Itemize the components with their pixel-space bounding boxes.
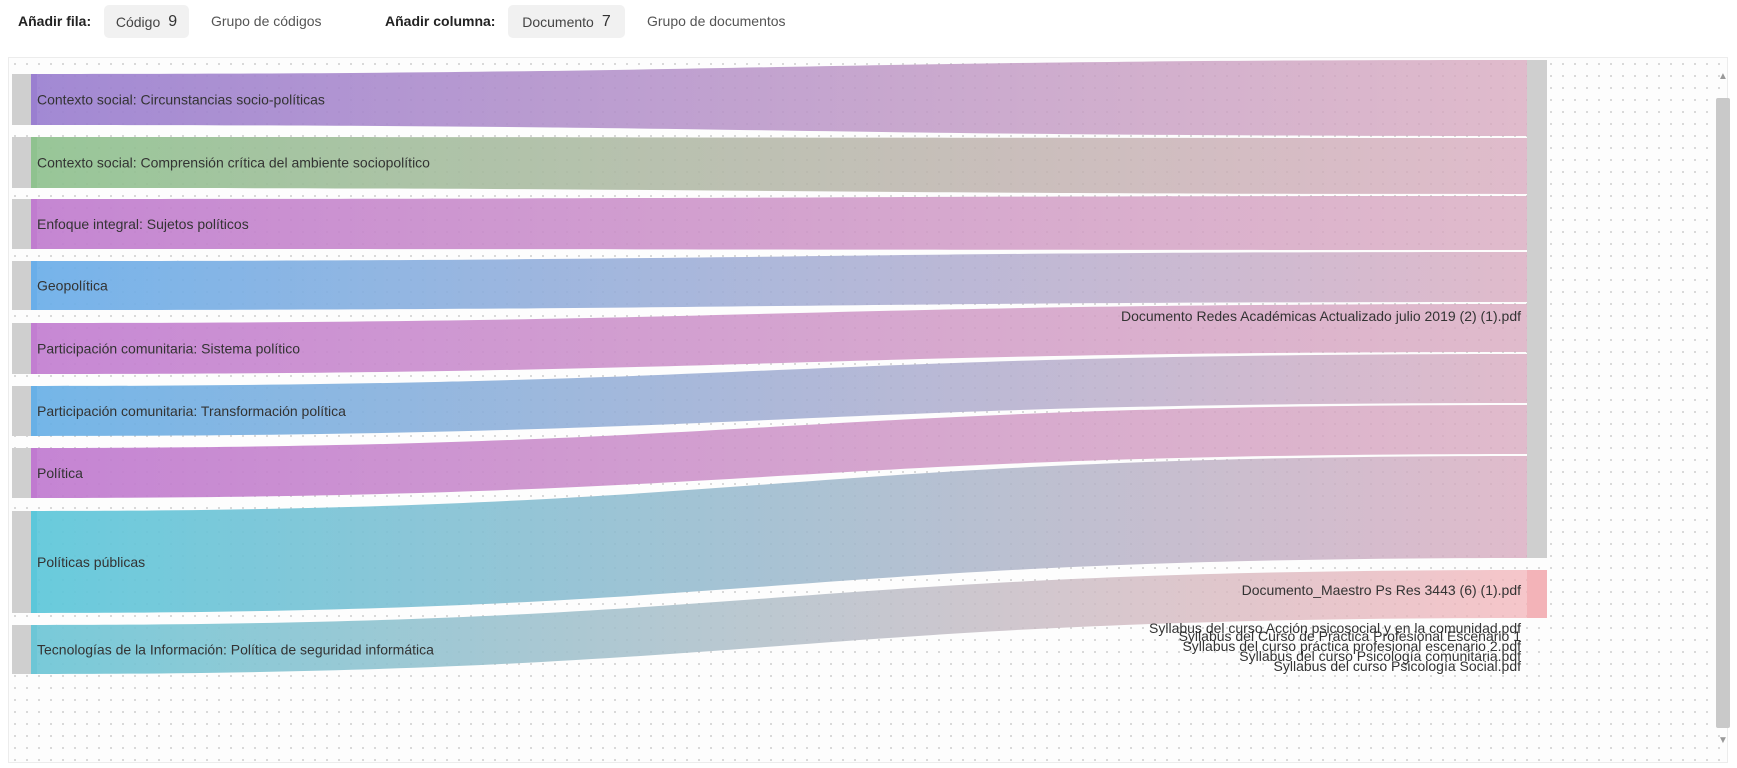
code-node[interactable]: [31, 323, 37, 374]
document-label: Syllabus del curso Psicología Social.pdf: [1274, 658, 1522, 674]
code-node[interactable]: [31, 625, 37, 674]
code-node[interactable]: [31, 386, 37, 436]
row-type-label: Código: [115, 13, 161, 30]
document-node[interactable]: [1527, 60, 1547, 558]
code-label: Enfoque integral: Sujetos políticos: [37, 216, 249, 232]
row-type-code-button[interactable]: Código 9: [104, 5, 189, 38]
add-column-label: Añadir columna:: [385, 13, 496, 29]
vertical-scrollbar[interactable]: ▲ ▼: [1712, 70, 1734, 750]
document-node[interactable]: [1527, 570, 1547, 618]
code-node-handle[interactable]: [12, 625, 31, 674]
scrollbar-thumb[interactable]: [1716, 98, 1730, 728]
code-node[interactable]: [31, 448, 37, 498]
code-node-handle[interactable]: [12, 137, 31, 188]
sankey-diagram: Contexto social: Circunstancias socio-po…: [12, 60, 1547, 674]
sankey-link[interactable]: [31, 405, 1527, 498]
code-label: Contexto social: Circunstancias socio-po…: [37, 92, 325, 108]
scroll-up-icon[interactable]: ▲: [1718, 71, 1728, 82]
document-label: Syllabus del curso Psicología comunitari…: [1239, 648, 1521, 664]
row-group-button[interactable]: Grupo de códigos: [211, 13, 322, 29]
toolbar: Añadir fila: Código 9 Grupo de códigos A…: [0, 0, 1737, 44]
code-label: Contexto social: Comprensión crítica del…: [37, 155, 430, 171]
code-label: Políticas públicas: [37, 554, 145, 570]
code-node[interactable]: [31, 511, 37, 613]
code-node[interactable]: [31, 74, 37, 125]
document-label: Syllabus del curso práctica profesional …: [1182, 638, 1521, 654]
sankey-link[interactable]: [31, 354, 1527, 436]
column-group-button[interactable]: Grupo de documentos: [647, 13, 786, 29]
sankey-link[interactable]: [31, 252, 1527, 310]
code-node[interactable]: [31, 199, 37, 249]
sankey-link[interactable]: [31, 60, 1527, 136]
code-node-handle[interactable]: [12, 448, 31, 498]
code-label: Geopolítica: [37, 278, 108, 294]
sankey-link[interactable]: [31, 456, 1527, 613]
code-node-handle[interactable]: [12, 74, 31, 125]
code-node-handle[interactable]: [12, 323, 31, 374]
sankey-link[interactable]: [31, 570, 1527, 674]
code-label: Participación comunitaria: Sistema polít…: [37, 341, 300, 357]
sankey-canvas: Contexto social: Circunstancias socio-po…: [8, 57, 1728, 763]
sankey-link[interactable]: [31, 137, 1527, 194]
scroll-down-icon[interactable]: ▼: [1718, 735, 1728, 746]
code-node[interactable]: [31, 261, 37, 310]
column-type-document-button[interactable]: Documento 7: [508, 5, 625, 38]
column-type-label: Documento: [522, 13, 594, 30]
column-type-count: 7: [601, 12, 611, 30]
code-node[interactable]: [31, 137, 37, 188]
document-label: Documento Redes Académicas Actualizado j…: [1121, 308, 1521, 324]
code-node-handle[interactable]: [12, 386, 31, 436]
code-label: Política: [37, 465, 83, 481]
row-type-count: 9: [168, 12, 178, 30]
sankey-link[interactable]: [31, 196, 1527, 250]
code-node-handle[interactable]: [12, 199, 31, 249]
document-label: Documento_Maestro Ps Res 3443 (6) (1).pd…: [1242, 582, 1521, 598]
sankey-link[interactable]: [31, 304, 1527, 374]
document-label: Syllabus del Curso de Práctica Profesion…: [1179, 628, 1522, 644]
code-node-handle[interactable]: [12, 261, 31, 310]
code-label: Participación comunitaria: Transformació…: [37, 403, 346, 419]
code-label: Tecnologías de la Información: Política …: [37, 642, 434, 658]
code-node-handle[interactable]: [12, 511, 31, 613]
add-row-label: Añadir fila:: [18, 13, 92, 29]
document-label: Syllabus del curso Acción psicosocial y …: [1149, 620, 1521, 636]
